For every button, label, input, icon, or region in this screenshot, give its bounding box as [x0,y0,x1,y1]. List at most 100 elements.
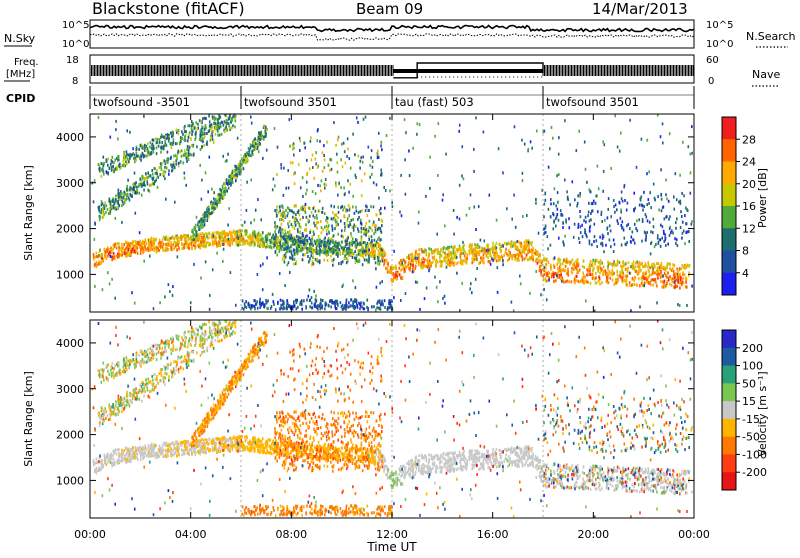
power-cell [251,304,253,307]
power-cell [374,250,376,253]
power-cell [293,263,295,266]
power-cell [480,239,482,242]
power-cell [121,221,123,224]
power-cell [148,174,150,177]
power-cell [149,255,151,258]
power-cell [282,303,284,306]
power-cell [299,137,301,140]
power-cell [345,250,347,253]
power-cell [238,237,240,240]
power-cell [123,152,125,155]
power-cell [684,242,686,245]
power-cell [439,280,441,283]
power-cell [162,249,164,252]
power-cell [219,235,221,238]
power-cell [612,273,614,276]
power-cell [372,229,374,232]
power-cell [336,153,338,156]
power-cell [177,151,179,154]
power-cell [156,146,158,149]
power-cell [556,274,558,277]
power-cell [261,302,263,305]
power-cell [305,192,307,195]
power-cell [608,270,610,273]
power-cell [276,205,278,208]
power-cell [278,241,280,244]
power-cell [169,290,171,293]
power-cell [419,123,421,126]
power-cell [172,285,174,288]
power-cell [94,256,96,259]
power-cell [173,141,175,144]
power-cell [283,214,285,217]
power-cell [123,159,125,162]
power-cell [640,263,642,266]
power-cell [553,221,555,224]
power-cell [345,239,347,242]
power-cell [488,249,490,252]
power-cell [295,217,297,220]
power-cell [442,297,444,300]
power-cell [255,209,257,212]
power-cell [621,276,623,279]
power-cell [260,243,262,246]
cpid-segment: tau (fast) 503 [392,86,543,109]
power-cell [325,241,327,244]
power-cell [284,233,286,236]
power-cell [176,142,178,145]
power-cell [281,307,283,310]
power-cell [389,269,391,272]
power-cell [234,165,236,168]
power-cell [556,263,558,266]
power-cell [213,235,215,238]
power-cell [489,260,491,263]
power-cell [659,273,661,276]
power-cell [505,251,507,254]
power-cell [262,244,264,247]
power-cell [679,267,681,270]
power-cell [107,208,109,211]
power-cell [176,157,178,160]
power-cell [104,207,106,210]
power-cell [188,154,190,157]
power-cell [378,253,380,256]
power-cell [114,202,116,205]
power-cell [548,261,550,264]
power-cell [570,261,572,264]
power-cell [296,307,298,310]
power-cell [288,250,290,253]
power-cell [415,257,417,260]
power-cell [155,246,157,249]
power-cell [330,250,332,253]
power-cell [517,240,519,243]
power-cell [621,191,623,194]
power-cell [363,227,365,230]
power-cell [337,171,339,174]
power-cell [595,272,597,275]
power-cell [276,209,278,212]
power-cell [690,171,692,174]
power-cell [275,308,277,311]
power-cell [539,265,541,268]
power-cell [176,155,178,158]
power-cell [223,187,225,190]
power-cell [332,227,334,230]
power-cell [342,208,344,211]
power-cell [643,284,645,287]
power-cell [147,151,149,154]
power-cell [288,239,290,242]
power-cell [656,273,658,276]
power-cell [204,136,206,139]
power-cell [412,270,414,273]
power-cell [506,207,508,210]
power-cell [653,225,655,228]
power-cell [130,154,132,157]
power-cell [253,241,255,244]
power-cell [274,184,276,187]
power-cell [445,256,447,259]
power-cell [291,234,293,237]
power-cell [322,211,324,214]
power-cell [315,158,317,161]
power-cell [341,246,343,249]
power-cell [662,274,664,277]
